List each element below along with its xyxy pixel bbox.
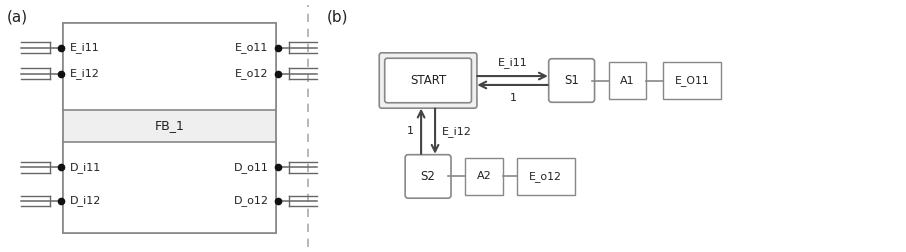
FancyBboxPatch shape xyxy=(405,155,451,198)
Bar xyxy=(63,23,275,110)
Text: E_O11: E_O11 xyxy=(675,75,709,86)
Text: S1: S1 xyxy=(564,74,579,87)
Text: (b): (b) xyxy=(326,9,348,24)
Bar xyxy=(663,62,721,99)
Text: E_o11: E_o11 xyxy=(236,42,268,53)
Text: S2: S2 xyxy=(420,170,436,183)
Bar xyxy=(609,62,646,99)
Text: A2: A2 xyxy=(477,171,491,181)
Text: D_i12: D_i12 xyxy=(70,196,101,206)
Text: START: START xyxy=(410,74,446,87)
FancyBboxPatch shape xyxy=(549,59,594,102)
Text: (a): (a) xyxy=(6,9,27,24)
FancyBboxPatch shape xyxy=(380,53,477,108)
Text: D_o12: D_o12 xyxy=(234,196,268,206)
Text: FB_1: FB_1 xyxy=(154,119,184,133)
Bar xyxy=(465,158,503,195)
FancyBboxPatch shape xyxy=(385,58,471,103)
Bar xyxy=(63,23,275,233)
Text: E_i11: E_i11 xyxy=(70,42,100,53)
Text: E_i12: E_i12 xyxy=(442,126,472,137)
Text: E_i11: E_i11 xyxy=(498,57,528,68)
Text: 1: 1 xyxy=(509,93,516,103)
Text: E_o12: E_o12 xyxy=(235,68,268,79)
Text: 1: 1 xyxy=(407,126,414,136)
Text: E_i12: E_i12 xyxy=(70,68,100,79)
Text: D_i11: D_i11 xyxy=(70,162,101,173)
Text: D_o11: D_o11 xyxy=(234,162,268,173)
Text: A1: A1 xyxy=(620,76,635,85)
Bar xyxy=(516,158,574,195)
Text: E_o12: E_o12 xyxy=(529,171,562,182)
Bar xyxy=(63,142,275,233)
